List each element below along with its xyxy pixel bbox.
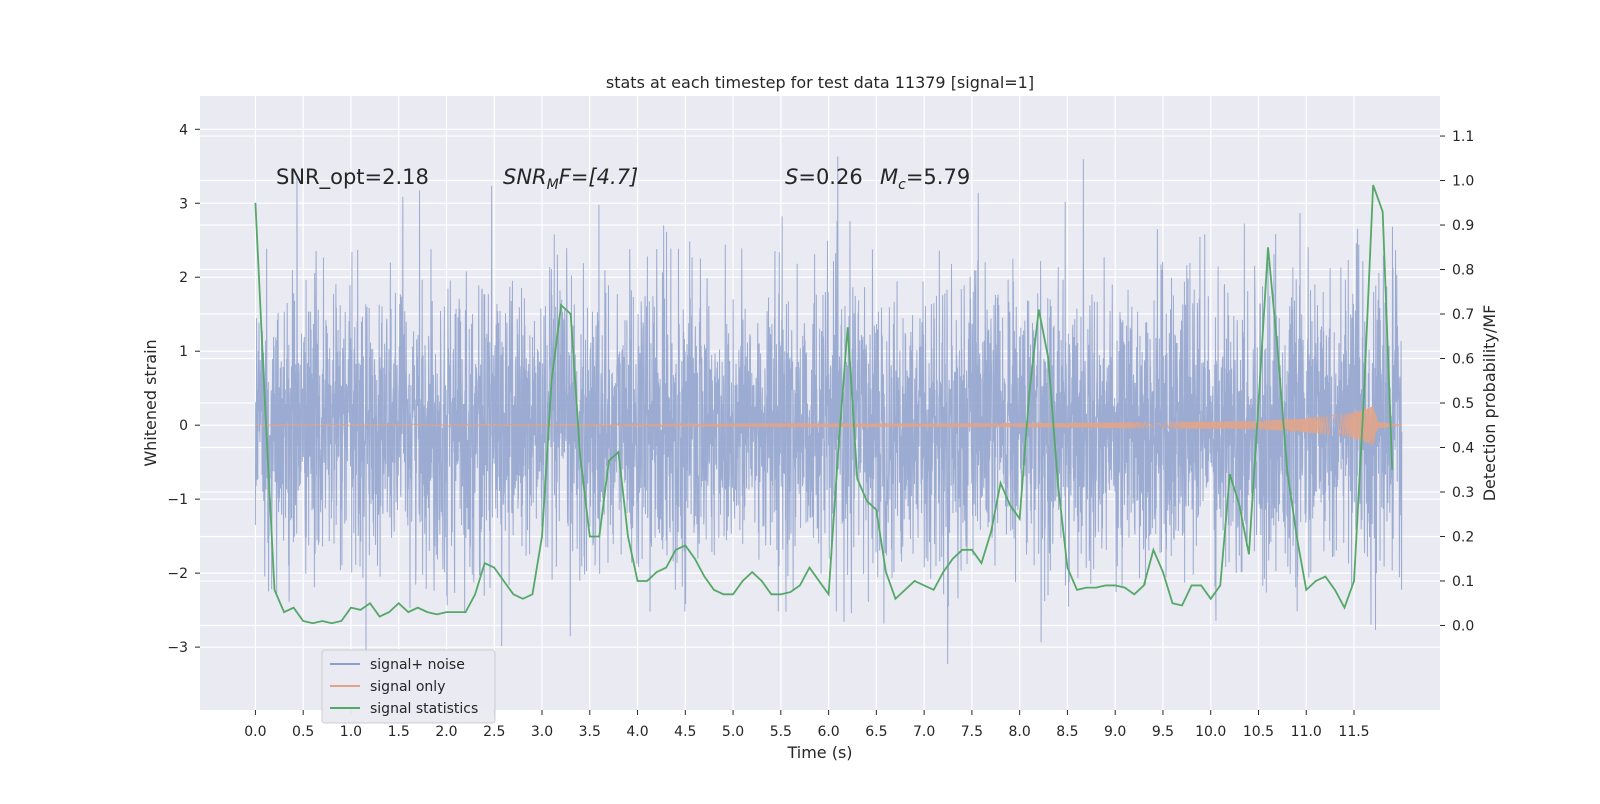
signal-only-line: [255, 404, 1402, 446]
annotation-s-symbol: S: [785, 165, 798, 189]
y-tick-labels-left: −3 −2 −1 0 1 2 3 4: [167, 122, 200, 656]
x-tick-label-1: 0.5: [292, 724, 314, 740]
legend-label-signal-noise: signal+ noise: [370, 657, 465, 673]
legend-label-signal-only: signal only: [370, 679, 445, 695]
x-tick-label-17: 8.5: [1056, 724, 1078, 740]
x-tick-labels: 0.0 0.5 1.0 1.5 2.0 2.5 3.0 3.5 4.0 4.5 5.0 5.5 6.0 6…: [244, 710, 1370, 740]
y-tick-label-0: −3: [167, 640, 188, 656]
yr-tick-label-5: 0.5: [1452, 396, 1474, 412]
yr-tick-label-10: 1.0: [1452, 174, 1474, 190]
x-tick-label-0: 0.0: [244, 724, 266, 740]
yr-tick-label-3: 0.3: [1452, 485, 1474, 501]
annotation-s-value: =0.26: [798, 165, 862, 189]
x-tick-label-7: 3.5: [579, 724, 601, 740]
legend-label-signal-statistics: signal statistics: [370, 701, 478, 717]
x-tick-label-9: 4.5: [674, 724, 696, 740]
x-tick-label-14: 7.0: [913, 724, 935, 740]
yr-tick-label-6: 0.6: [1452, 352, 1474, 368]
x-tick-label-4: 2.0: [435, 724, 457, 740]
annotation-mc-subscript: c: [898, 177, 906, 193]
y-tick-label-7: 4: [179, 122, 188, 138]
y-tick-label-5: 2: [179, 270, 188, 286]
y-tick-label-2: −1: [167, 492, 188, 508]
annotation-mc: Mc=5.79: [880, 165, 970, 193]
signal-noise-line: [254, 156, 1403, 665]
y-axis-label-left: Whitened strain: [141, 339, 160, 466]
yr-tick-label-0: 0.0: [1452, 618, 1474, 634]
legend-box: [321, 649, 496, 724]
yr-tick-label-2: 0.2: [1452, 529, 1474, 545]
x-axis-label: Time (s): [786, 743, 852, 762]
yr-tick-label-7: 0.7: [1452, 307, 1474, 323]
annotation-snr-mf-value: F=[4.7]: [559, 165, 638, 189]
annotation-snr-mf: SNRMF=[4.7]: [503, 165, 638, 193]
yr-tick-label-1: 0.1: [1452, 574, 1474, 590]
annotation-mc-symbol: M: [880, 165, 898, 189]
x-tick-label-12: 6.0: [817, 724, 839, 740]
yr-tick-label-4: 0.4: [1452, 440, 1474, 456]
annotation-snr-mf-main: SNR: [503, 165, 547, 189]
x-tick-label-2: 1.0: [340, 724, 362, 740]
signal-statistics-line: [254, 184, 1394, 625]
x-tick-label-22: 11.0: [1291, 724, 1322, 740]
y-tick-label-3: 0: [179, 418, 188, 434]
x-tick-label-20: 10.0: [1195, 724, 1226, 740]
annotation-mc-value: =5.79: [906, 165, 970, 189]
x-tick-label-13: 6.5: [865, 724, 887, 740]
signal-statistics-series: [254, 184, 1394, 625]
yr-tick-label-9: 0.9: [1452, 218, 1474, 234]
x-tick-label-11: 5.5: [770, 724, 792, 740]
y-tick-label-4: 1: [179, 344, 188, 360]
y-axis-label-right: Detection probability/MF: [1480, 305, 1499, 502]
x-tick-label-19: 9.5: [1152, 724, 1174, 740]
signal-noise-series: [254, 156, 1403, 665]
legend: signal+ noise signal only signal statist…: [321, 649, 496, 724]
x-tick-label-15: 7.5: [961, 724, 983, 740]
y-tick-labels-right: 0.0 0.1 0.2 0.3 0.4 0.5 0.6 0.7 0.8 0.9 1.0 1.1: [1440, 129, 1474, 634]
annotation-snr-opt: SNR_opt=2.18: [276, 165, 429, 190]
y-tick-label-1: −2: [167, 566, 188, 582]
yr-tick-label-8: 0.8: [1452, 263, 1474, 279]
x-tick-label-3: 1.5: [388, 724, 410, 740]
signal-only-series: [255, 404, 1402, 446]
x-tick-label-5: 2.5: [483, 724, 505, 740]
x-tick-label-10: 5.0: [722, 724, 744, 740]
x-tick-label-8: 4.0: [626, 724, 648, 740]
x-tick-label-23: 11.5: [1338, 724, 1369, 740]
x-tick-label-6: 3.0: [531, 724, 553, 740]
yr-tick-label-11: 1.1: [1452, 129, 1474, 145]
y-tick-label-6: 3: [179, 196, 188, 212]
chart-title: stats at each timestep for test data 113…: [606, 73, 1034, 92]
x-tick-label-21: 10.5: [1243, 724, 1274, 740]
annotation-snr-mf-subscript: M: [547, 177, 559, 193]
annotation-s: S=0.26: [785, 165, 863, 189]
x-tick-label-18: 9.0: [1104, 724, 1126, 740]
x-tick-label-16: 8.0: [1009, 724, 1031, 740]
